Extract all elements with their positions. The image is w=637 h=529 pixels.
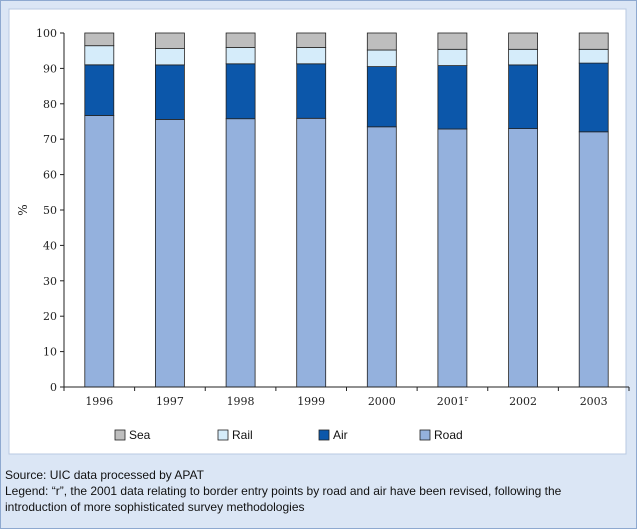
y-tick-label: 30 xyxy=(43,275,57,288)
bar-road-2000 xyxy=(366,126,397,388)
bar-road-2003 xyxy=(578,131,609,388)
bar-air-2003 xyxy=(578,62,609,133)
bar-sea-1998 xyxy=(225,32,256,48)
bar-air-2000 xyxy=(366,66,397,128)
legend-label-rail: Rail xyxy=(232,428,253,442)
bar-air-1997 xyxy=(154,64,185,120)
bar-sea-2002 xyxy=(508,32,539,50)
bar-road-2001r xyxy=(437,128,468,388)
bar-rail-1997 xyxy=(154,48,185,66)
legend-label-sea: Sea xyxy=(129,428,151,442)
bar-sea-1996 xyxy=(84,32,115,47)
x-tick-label: 2003 xyxy=(580,395,608,408)
bar-road-1998 xyxy=(225,118,256,388)
bar-rail-1996 xyxy=(84,45,115,66)
x-tick-superscript: r xyxy=(465,395,469,403)
legend-swatch-rail xyxy=(217,429,229,441)
bar-rail-1999 xyxy=(296,47,327,65)
bar-road-2002 xyxy=(508,128,539,388)
y-tick-label: 70 xyxy=(43,133,57,146)
bar-rail-2001r xyxy=(437,48,468,66)
legend-note-line-1: Legend: “r”, the 2001 data relating to b… xyxy=(5,484,562,498)
bar-air-1996 xyxy=(84,64,115,116)
x-tick-label: 1997 xyxy=(156,395,184,408)
bar-sea-2001r xyxy=(437,32,468,50)
source-text: Source: UIC data processed by APAT xyxy=(5,468,204,482)
bar-air-2002 xyxy=(508,64,539,130)
y-tick-label: 0 xyxy=(50,381,57,394)
y-tick-label: 50 xyxy=(43,204,57,217)
bar-rail-2002 xyxy=(508,48,539,66)
bar-sea-1997 xyxy=(154,32,185,50)
x-tick-label: 2000 xyxy=(368,395,396,408)
bar-rail-2003 xyxy=(578,48,609,64)
bar-rail-2000 xyxy=(366,49,397,68)
bar-air-2001r xyxy=(437,65,468,130)
stacked-bar-chart: 0 10 20 30 40 50 60 70 80 90 100% 1996 1997 1998 1999 2… xyxy=(8,8,630,455)
bar-road-1996 xyxy=(84,115,115,388)
legend-swatch-sea xyxy=(114,429,126,441)
y-tick-label: 40 xyxy=(43,239,57,252)
legend-swatch-road xyxy=(419,429,431,441)
bar-air-1999 xyxy=(296,63,327,119)
bar-sea-2000 xyxy=(366,32,397,51)
legend-note-line-2: introduction of more sophisticated surve… xyxy=(5,500,305,514)
y-tick-label: 10 xyxy=(43,346,57,359)
legend-label-air: Air xyxy=(333,428,348,442)
y-tick-label: 100 xyxy=(36,27,57,40)
bar-sea-1999 xyxy=(296,32,327,48)
x-tick-label: 2002 xyxy=(509,395,537,408)
y-tick-label: 60 xyxy=(43,169,57,182)
y-tick-label: 20 xyxy=(43,310,57,323)
bar-rail-1998 xyxy=(225,47,256,65)
bar-sea-2003 xyxy=(578,32,609,50)
x-tick-label: 2001r xyxy=(437,395,469,408)
y-tick-label: 80 xyxy=(43,98,57,111)
legend-label-road: Road xyxy=(434,428,463,442)
y-tick-label: 90 xyxy=(43,62,57,75)
legend-swatch-air xyxy=(318,429,330,441)
bar-road-1997 xyxy=(154,119,185,388)
x-tick-label: 1996 xyxy=(85,395,113,408)
x-tick-label: 1999 xyxy=(297,395,325,408)
bar-road-1999 xyxy=(296,117,327,388)
x-tick-label: 1998 xyxy=(227,395,255,408)
y-axis-label: % xyxy=(16,204,30,215)
source-note: Source: UIC data processed by APAT Legen… xyxy=(5,467,635,515)
bar-air-1998 xyxy=(225,63,256,120)
